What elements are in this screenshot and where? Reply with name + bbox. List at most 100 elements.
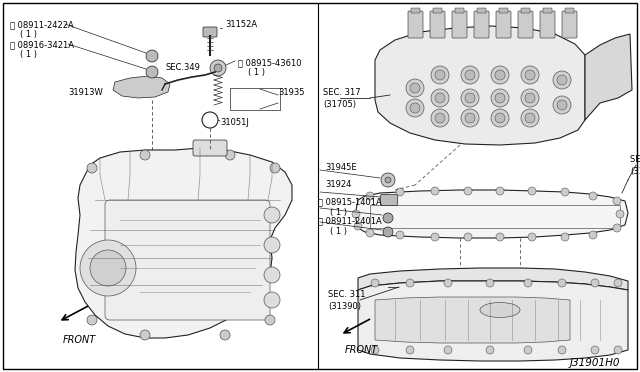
Bar <box>433 8 442 13</box>
Circle shape <box>589 192 597 200</box>
Text: ( 1 ): ( 1 ) <box>330 227 347 236</box>
FancyBboxPatch shape <box>562 11 577 38</box>
Circle shape <box>444 279 452 287</box>
Circle shape <box>431 66 449 84</box>
Circle shape <box>464 233 472 241</box>
Circle shape <box>495 93 505 103</box>
FancyBboxPatch shape <box>203 27 217 37</box>
Circle shape <box>461 66 479 84</box>
Polygon shape <box>113 76 170 98</box>
Bar <box>230 88 280 110</box>
Text: (31390): (31390) <box>328 302 361 311</box>
Circle shape <box>431 89 449 107</box>
Polygon shape <box>75 148 292 338</box>
Circle shape <box>264 267 280 283</box>
FancyBboxPatch shape <box>408 11 423 38</box>
FancyBboxPatch shape <box>496 11 511 38</box>
Circle shape <box>613 224 621 232</box>
Circle shape <box>383 213 393 223</box>
FancyBboxPatch shape <box>474 11 489 38</box>
Circle shape <box>354 222 362 230</box>
Circle shape <box>270 163 280 173</box>
Circle shape <box>264 207 280 223</box>
Circle shape <box>491 109 509 127</box>
Circle shape <box>381 173 395 187</box>
Text: Ⓞ 08911-2401A: Ⓞ 08911-2401A <box>318 216 381 225</box>
Circle shape <box>431 187 439 195</box>
Circle shape <box>210 60 226 76</box>
FancyBboxPatch shape <box>540 11 555 38</box>
Polygon shape <box>355 190 628 238</box>
Text: ( 1 ): ( 1 ) <box>248 68 265 77</box>
Circle shape <box>557 75 567 85</box>
Bar <box>455 8 464 13</box>
Circle shape <box>265 315 275 325</box>
Circle shape <box>406 346 414 354</box>
Circle shape <box>495 70 505 80</box>
Bar <box>499 8 508 13</box>
Circle shape <box>524 346 532 354</box>
Circle shape <box>521 109 539 127</box>
Circle shape <box>352 210 360 218</box>
Text: 31152A: 31152A <box>225 20 257 29</box>
Circle shape <box>561 188 569 196</box>
Circle shape <box>214 64 222 72</box>
Polygon shape <box>358 281 628 361</box>
Circle shape <box>410 103 420 113</box>
Circle shape <box>435 113 445 123</box>
Circle shape <box>591 279 599 287</box>
Polygon shape <box>358 268 628 290</box>
Circle shape <box>366 229 374 237</box>
Circle shape <box>491 89 509 107</box>
Circle shape <box>616 210 624 218</box>
Circle shape <box>614 346 622 354</box>
Circle shape <box>90 250 126 286</box>
Circle shape <box>220 330 230 340</box>
Text: Ⓝ 08915-43610: Ⓝ 08915-43610 <box>238 58 301 67</box>
Circle shape <box>383 227 393 237</box>
FancyBboxPatch shape <box>518 11 533 38</box>
Circle shape <box>431 109 449 127</box>
Text: (31397): (31397) <box>630 167 640 176</box>
Circle shape <box>521 66 539 84</box>
Text: 31935: 31935 <box>278 88 305 97</box>
Circle shape <box>406 279 414 287</box>
Text: Ⓝ 08915-1401A: Ⓝ 08915-1401A <box>318 197 381 206</box>
Text: ( 1 ): ( 1 ) <box>20 50 37 59</box>
Text: FRONT: FRONT <box>63 335 96 345</box>
Bar <box>477 8 486 13</box>
Circle shape <box>410 83 420 93</box>
Circle shape <box>264 237 280 253</box>
Circle shape <box>525 70 535 80</box>
Bar <box>521 8 530 13</box>
Circle shape <box>444 346 452 354</box>
Circle shape <box>146 50 158 62</box>
Circle shape <box>146 66 158 78</box>
FancyBboxPatch shape <box>105 200 270 320</box>
Circle shape <box>557 100 567 110</box>
Bar <box>565 8 574 13</box>
Circle shape <box>553 71 571 89</box>
Circle shape <box>87 315 97 325</box>
Circle shape <box>528 187 536 195</box>
Text: 31051J: 31051J <box>220 118 249 127</box>
Circle shape <box>525 113 535 123</box>
Circle shape <box>495 113 505 123</box>
Circle shape <box>465 93 475 103</box>
Circle shape <box>465 113 475 123</box>
Text: J31901H0: J31901H0 <box>570 358 621 368</box>
Circle shape <box>406 99 424 117</box>
Circle shape <box>366 192 374 200</box>
FancyBboxPatch shape <box>452 11 467 38</box>
Text: 31945E: 31945E <box>325 163 356 172</box>
Circle shape <box>396 231 404 239</box>
Circle shape <box>486 279 494 287</box>
Circle shape <box>406 79 424 97</box>
Circle shape <box>87 163 97 173</box>
Circle shape <box>435 70 445 80</box>
Text: Ⓝ 08911-2422A: Ⓝ 08911-2422A <box>10 20 74 29</box>
FancyBboxPatch shape <box>193 140 227 156</box>
Circle shape <box>496 187 504 195</box>
Text: (31705): (31705) <box>323 100 356 109</box>
Circle shape <box>591 346 599 354</box>
